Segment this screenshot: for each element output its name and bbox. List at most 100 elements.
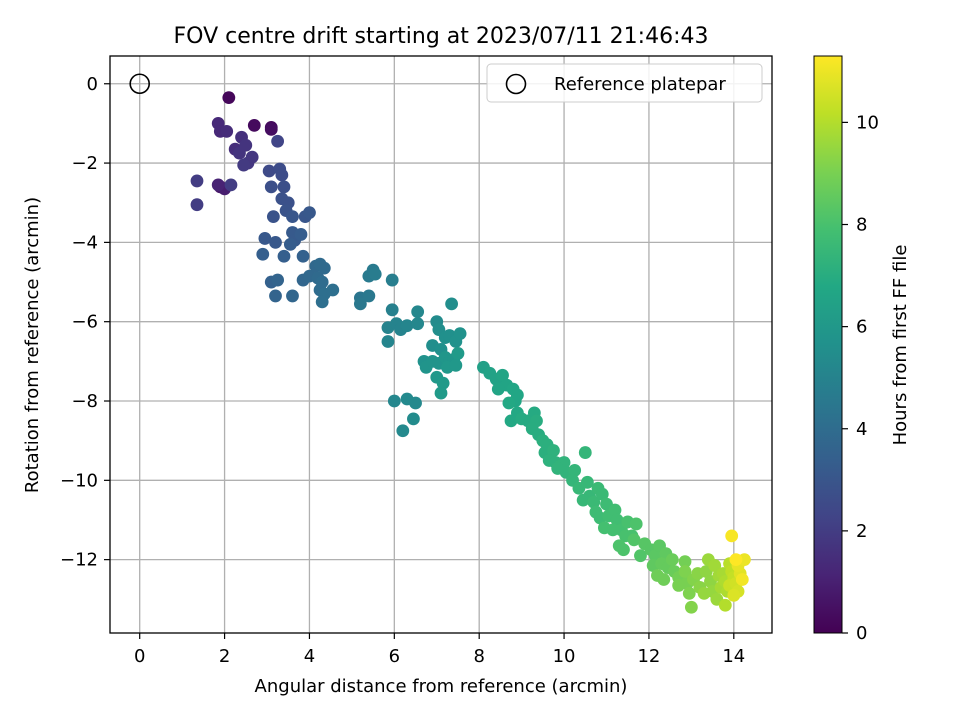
- data-point: [271, 273, 285, 287]
- legend-label: Reference platepar: [554, 74, 726, 95]
- data-point: [576, 493, 590, 507]
- data-point: [275, 168, 289, 182]
- data-point: [725, 529, 739, 543]
- x-tick-label: 10: [553, 646, 576, 667]
- data-point: [264, 180, 278, 194]
- plot-frame: [109, 55, 773, 634]
- y-axis-label: Rotation from reference (arcmin): [22, 197, 43, 493]
- data-point: [568, 464, 582, 477]
- data-point: [735, 573, 749, 586]
- data-point: [578, 446, 592, 459]
- colorbar-tick-label: 4: [856, 419, 867, 440]
- data-point: [381, 335, 395, 348]
- data-point: [595, 487, 609, 501]
- legend-box: [486, 63, 763, 103]
- y-tick-label: −12: [60, 550, 98, 571]
- data-point: [385, 303, 399, 317]
- data-point: [629, 517, 643, 531]
- data-point: [277, 180, 291, 194]
- data-point: [247, 118, 261, 132]
- data-point: [262, 164, 276, 178]
- data-point: [237, 158, 251, 172]
- data-point: [317, 261, 331, 275]
- data-point: [682, 586, 696, 600]
- data-point: [608, 503, 622, 517]
- x-axis-label: Angular distance from reference (arcmin): [255, 676, 628, 697]
- data-point: [239, 138, 253, 152]
- data-point: [496, 368, 509, 382]
- data-point: [222, 91, 236, 105]
- data-point: [326, 283, 340, 297]
- data-point: [547, 444, 560, 457]
- data-point: [411, 317, 425, 331]
- data-point: [678, 555, 692, 569]
- chart-title: FOV centre drift starting at 2023/07/11 …: [174, 24, 709, 49]
- data-point: [407, 412, 420, 426]
- data-point: [224, 178, 238, 192]
- colorbar-ticks: 0 2 4 6 8 10: [842, 112, 879, 644]
- data-point: [245, 150, 259, 164]
- y-tick-label: −10: [60, 470, 98, 491]
- data-point: [491, 382, 505, 396]
- data-point: [286, 210, 299, 224]
- data-point: [385, 273, 399, 287]
- data-point: [453, 327, 467, 340]
- data-point: [551, 462, 565, 475]
- data-point: [617, 543, 630, 557]
- data-point: [727, 588, 741, 602]
- data-point: [581, 475, 594, 489]
- x-tick-label: 4: [304, 646, 315, 667]
- data-point: [684, 600, 698, 614]
- data-point: [396, 424, 410, 438]
- colorbar: 0 2 4 6 8 10 Hours from first FF file: [813, 55, 911, 644]
- data-point: [627, 533, 641, 547]
- data-point: [269, 235, 282, 249]
- x-tick-label: 8: [473, 646, 484, 667]
- reference-marker: [129, 73, 151, 95]
- colorbar-label: Hours from first FF file: [890, 245, 911, 446]
- legend-marker: [505, 73, 527, 95]
- data-point: [211, 178, 225, 192]
- data-point: [708, 559, 722, 572]
- data-point: [353, 297, 367, 311]
- data-point: [303, 206, 316, 220]
- colorbar-tick-label: 8: [856, 215, 867, 236]
- x-tick-label: 14: [722, 646, 745, 667]
- colorbar-tick-label: 2: [856, 521, 867, 542]
- data-point: [190, 198, 204, 212]
- data-point: [315, 295, 329, 309]
- data-point: [610, 513, 624, 527]
- x-axis-ticks: 0 2 4 6 8 10 12 14: [134, 633, 745, 667]
- data-point: [411, 305, 425, 319]
- data-point: [657, 573, 671, 586]
- data-point: [362, 289, 376, 303]
- data-point: [368, 267, 382, 281]
- colorbar-tick-label: 6: [856, 317, 867, 338]
- y-tick-label: 0: [87, 74, 98, 95]
- data-point: [729, 553, 743, 567]
- y-axis-ticks: 0 −2 −4 −6 −8 −10 −12: [60, 74, 110, 571]
- data-point: [220, 124, 234, 138]
- data-point: [436, 376, 450, 390]
- data-point: [400, 319, 414, 333]
- data-point: [277, 249, 291, 263]
- data-point: [190, 174, 204, 188]
- data-point: [449, 358, 463, 372]
- colorbar-tick-label: 0: [856, 623, 867, 644]
- x-tick-label: 0: [134, 646, 145, 667]
- data-point: [266, 210, 280, 224]
- data-point: [294, 228, 308, 241]
- data-point: [269, 289, 282, 303]
- data-point: [587, 495, 601, 509]
- x-tick-label: 12: [637, 646, 660, 667]
- data-point: [445, 297, 459, 311]
- data-point: [678, 565, 692, 578]
- data-point: [258, 232, 272, 245]
- y-tick-label: −6: [71, 312, 98, 333]
- data-point: [665, 553, 679, 567]
- data-point: [451, 347, 465, 360]
- data-point: [286, 289, 299, 303]
- y-tick-label: −8: [71, 391, 98, 412]
- data-point: [296, 249, 310, 263]
- colorbar-tick-label: 10: [856, 112, 879, 133]
